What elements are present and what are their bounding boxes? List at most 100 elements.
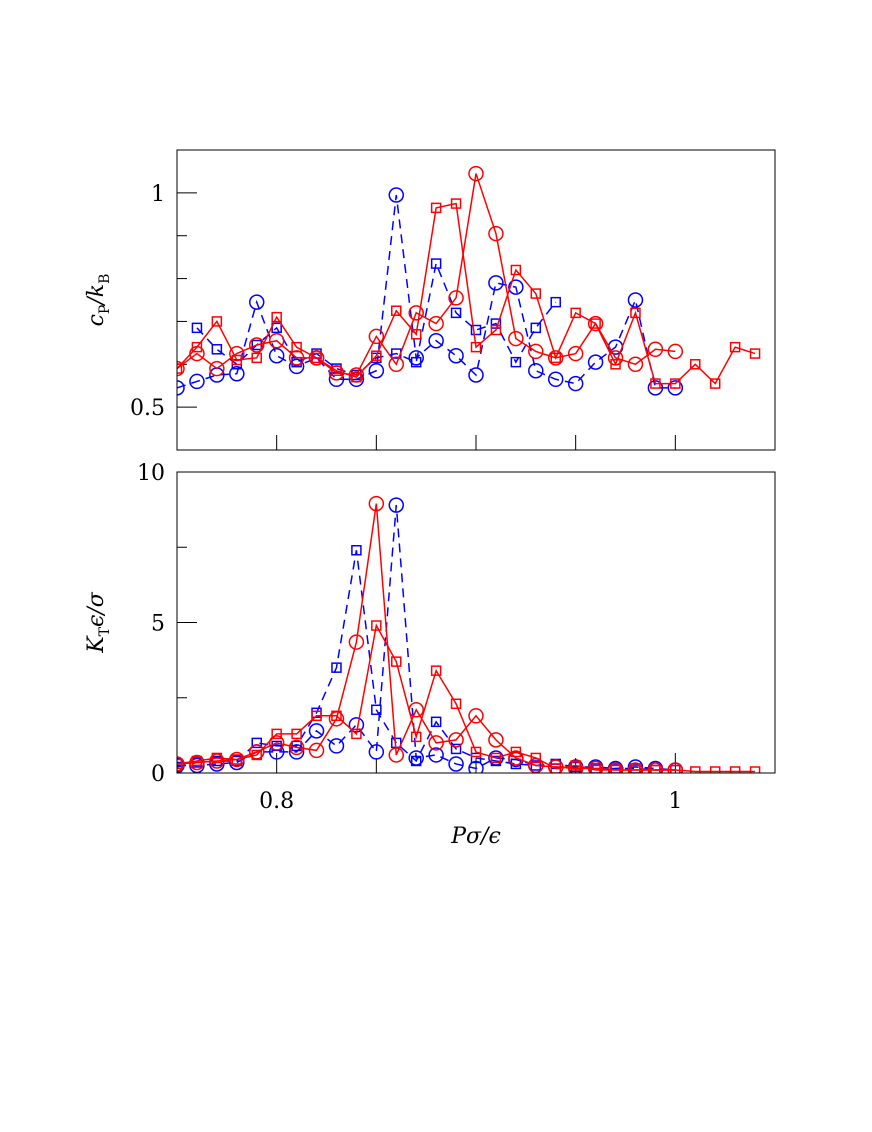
marker <box>550 296 561 308</box>
marker <box>488 275 504 291</box>
marker <box>368 495 385 512</box>
marker <box>391 656 402 667</box>
marker <box>729 341 741 353</box>
marker <box>191 341 203 353</box>
marker <box>331 662 342 673</box>
marker <box>351 371 362 383</box>
marker <box>430 716 442 728</box>
marker <box>488 225 504 242</box>
marker <box>231 354 243 366</box>
marker <box>749 766 761 773</box>
marker <box>368 362 385 379</box>
marker <box>428 747 444 763</box>
axes-frame <box>176 149 776 451</box>
marker <box>450 698 462 710</box>
marker <box>530 752 542 764</box>
marker <box>490 752 502 764</box>
marker <box>610 764 621 773</box>
series-line <box>177 623 756 773</box>
marker <box>468 708 484 724</box>
x-tick-label: 0.8 <box>259 789 294 814</box>
marker <box>508 750 524 766</box>
marker <box>191 755 203 767</box>
marker <box>630 764 641 773</box>
series-line <box>177 194 676 389</box>
marker <box>291 341 302 353</box>
marker <box>268 735 285 751</box>
marker <box>351 545 362 556</box>
marker <box>177 758 183 770</box>
marker <box>470 746 482 758</box>
marker <box>709 766 721 773</box>
y-axis-label-part: c <box>84 314 109 326</box>
y-tick-label: 5 <box>151 612 165 637</box>
marker <box>650 764 661 773</box>
marker <box>191 322 203 334</box>
marker <box>268 332 285 349</box>
marker <box>328 738 345 754</box>
y-tick-label: 0 <box>151 762 165 787</box>
marker <box>348 634 365 650</box>
marker <box>388 497 405 513</box>
marker <box>670 378 681 389</box>
y-tick-label: 1 <box>151 182 165 207</box>
marker <box>590 764 601 773</box>
marker <box>268 347 285 364</box>
plot-area <box>177 495 761 773</box>
marker <box>391 305 402 316</box>
marker <box>547 371 564 388</box>
marker <box>587 354 604 370</box>
marker <box>308 723 325 739</box>
marker <box>251 352 262 364</box>
y-axis-label-part: ϵ/σ <box>84 591 109 627</box>
marker <box>550 352 561 364</box>
marker <box>450 307 462 319</box>
marker <box>351 728 362 740</box>
marker <box>428 735 444 751</box>
y-axis-label-part: K <box>84 635 109 654</box>
marker <box>308 742 325 759</box>
marker <box>251 339 262 351</box>
marker <box>311 352 322 364</box>
marker <box>448 756 464 772</box>
marker <box>211 752 223 764</box>
marker <box>570 760 581 771</box>
series-line <box>177 505 676 771</box>
marker <box>388 747 405 763</box>
y-axis-label-part: P <box>97 305 113 314</box>
marker <box>647 341 664 358</box>
marker <box>368 744 385 760</box>
marker <box>211 344 223 355</box>
marker <box>610 359 621 370</box>
marker <box>510 746 522 758</box>
marker <box>468 367 484 383</box>
panel: 0.5 1 cP/kB <box>84 149 776 451</box>
marker <box>177 756 185 772</box>
marker <box>410 731 422 743</box>
marker <box>567 345 584 362</box>
marker <box>271 728 282 740</box>
marker <box>470 324 482 336</box>
marker <box>271 311 282 323</box>
marker <box>510 264 522 276</box>
marker <box>308 350 325 366</box>
marker <box>590 318 601 329</box>
marker <box>311 710 322 722</box>
marker <box>268 744 285 760</box>
marker <box>570 307 581 319</box>
marker <box>547 350 564 366</box>
marker <box>627 292 644 308</box>
marker <box>209 360 225 377</box>
marker <box>488 732 504 748</box>
y-axis-label-part: B <box>97 274 113 284</box>
marker <box>670 764 681 773</box>
marker <box>408 350 424 366</box>
marker <box>177 380 185 396</box>
marker <box>428 315 444 332</box>
axes-frame <box>176 471 776 774</box>
marker <box>430 258 442 269</box>
marker <box>528 343 544 360</box>
marker <box>508 279 524 295</box>
marker <box>490 324 502 336</box>
marker <box>587 315 604 332</box>
